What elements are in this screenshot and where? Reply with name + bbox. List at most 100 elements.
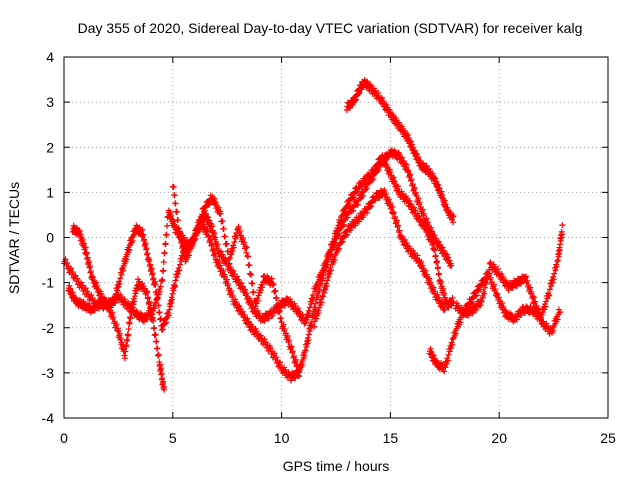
data-point (432, 252, 439, 259)
data-point (308, 301, 315, 308)
series-track-g (452, 259, 564, 337)
series-track-f (426, 222, 566, 375)
data-point (170, 287, 177, 294)
data-point (192, 232, 199, 239)
data-point (436, 185, 443, 192)
y-tick-label: 0 (46, 230, 54, 246)
data-point (160, 267, 167, 274)
data-point (423, 215, 430, 222)
data-point (556, 250, 563, 257)
data-point (151, 305, 158, 312)
data-point (232, 235, 239, 242)
data-point (168, 299, 175, 306)
data-point (288, 343, 295, 350)
data-point (217, 248, 224, 255)
data-point (236, 228, 243, 235)
data-point (435, 238, 442, 245)
data-point (130, 301, 137, 308)
data-point (173, 273, 180, 280)
data-point (364, 209, 371, 216)
data-point (144, 288, 151, 295)
data-point (223, 240, 230, 247)
data-point (294, 361, 301, 368)
data-point (319, 293, 326, 300)
data-point (271, 350, 278, 357)
data-point (541, 306, 548, 313)
chart-title: Day 355 of 2020, Sidereal Day-to-day VTE… (78, 20, 583, 36)
data-point (146, 298, 153, 305)
data-point (329, 243, 336, 250)
data-point (480, 294, 487, 301)
data-point (543, 298, 550, 305)
data-point (197, 219, 204, 226)
data-point (420, 210, 427, 217)
data-point (344, 231, 351, 238)
data-point (228, 287, 235, 294)
data-point (411, 147, 418, 154)
data-point (175, 270, 182, 277)
data-point (227, 264, 234, 271)
data-point (446, 257, 453, 264)
data-point (319, 293, 326, 300)
data-point (427, 345, 434, 352)
data-point (385, 196, 392, 203)
data-point (307, 324, 314, 331)
data-point (302, 320, 309, 327)
data-point (473, 292, 480, 299)
data-point (442, 201, 449, 208)
data-point (158, 370, 165, 377)
data-point (161, 386, 168, 393)
data-point (171, 283, 178, 290)
data-point (116, 330, 123, 337)
data-point (167, 209, 174, 216)
data-point (170, 184, 177, 191)
data-point (180, 242, 187, 249)
data-point (306, 310, 313, 317)
data-point (379, 152, 386, 159)
y-axis-label: SDTVAR / TECUs (6, 182, 22, 294)
data-point (403, 161, 410, 168)
data-point (215, 204, 222, 211)
data-point (398, 233, 405, 240)
data-point (163, 231, 170, 238)
data-point (419, 217, 426, 224)
data-point (261, 317, 268, 324)
data-point (299, 312, 306, 319)
data-point (440, 247, 447, 254)
data-point (69, 289, 76, 296)
data-point (416, 199, 423, 206)
data-point (236, 302, 243, 309)
data-point (174, 217, 181, 224)
data-point (346, 200, 353, 207)
data-point (91, 307, 98, 314)
data-point (441, 306, 448, 313)
data-point (223, 276, 230, 283)
data-point (524, 277, 531, 284)
data-point (549, 279, 556, 286)
data-point (250, 289, 257, 296)
series-track-e (169, 183, 303, 376)
data-point (180, 247, 187, 254)
data-point (435, 264, 442, 271)
x-tick-label: 25 (600, 430, 616, 446)
data-point (315, 292, 322, 299)
data-point (323, 283, 330, 290)
data-point (122, 348, 129, 355)
data-point (360, 192, 367, 199)
data-point (415, 154, 422, 161)
data-point (448, 262, 455, 269)
data-point (430, 174, 437, 181)
data-point (446, 348, 453, 355)
data-point (169, 290, 176, 297)
data-point (321, 289, 328, 296)
data-point (326, 251, 333, 258)
data-point (405, 134, 412, 141)
data-point (371, 170, 378, 177)
data-point (161, 249, 168, 256)
data-point (559, 222, 566, 229)
data-point (157, 283, 164, 290)
data-point (440, 285, 447, 292)
data-point (498, 300, 505, 307)
data-point (149, 270, 156, 277)
data-point (342, 232, 349, 239)
